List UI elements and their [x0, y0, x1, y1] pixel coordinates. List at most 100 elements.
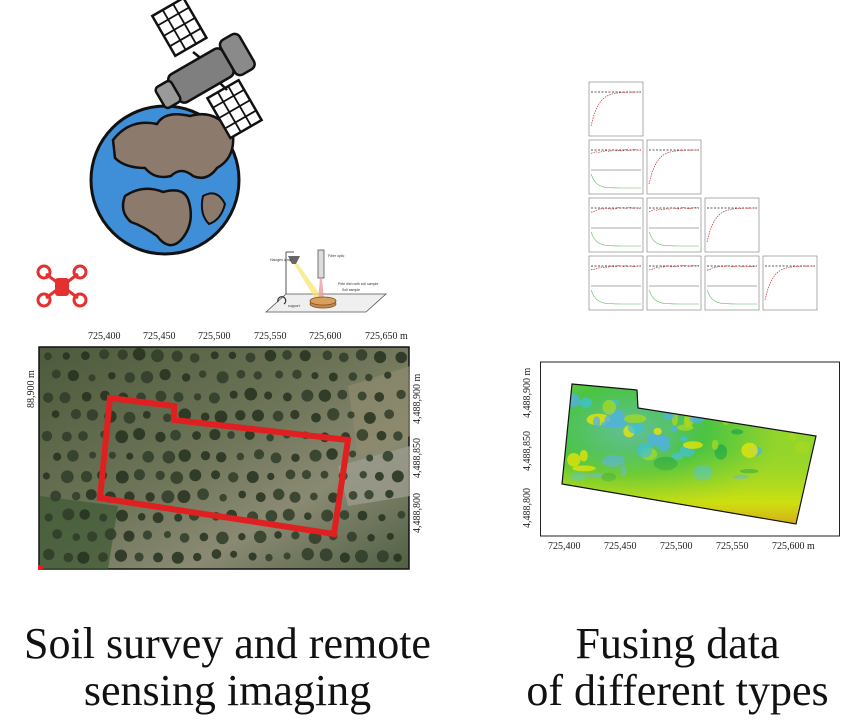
tree	[142, 530, 153, 540]
tree	[395, 351, 407, 364]
tree	[70, 409, 82, 420]
tree	[77, 551, 90, 564]
tree	[384, 371, 392, 379]
fused-blob	[781, 426, 805, 431]
tree	[236, 452, 245, 461]
fused-blob	[775, 411, 791, 424]
tree	[104, 528, 117, 540]
matrix-panel	[588, 81, 644, 137]
tree	[43, 392, 54, 403]
tree	[289, 491, 301, 503]
tree	[43, 548, 55, 561]
tree	[246, 470, 259, 484]
fused-blob	[662, 412, 675, 420]
tree	[171, 350, 183, 362]
tree	[117, 349, 128, 360]
tree	[152, 512, 164, 524]
matrix-panel	[588, 139, 644, 195]
fused-blob	[653, 427, 662, 436]
tree	[208, 392, 220, 404]
fused-blob	[788, 431, 797, 442]
fused-map	[540, 361, 840, 537]
tree	[357, 391, 367, 401]
spectro-label: support	[288, 304, 300, 308]
tree	[163, 413, 172, 423]
tree	[50, 490, 62, 502]
tree	[78, 431, 88, 441]
tree	[235, 410, 246, 421]
fused-blob	[658, 435, 671, 452]
tree	[285, 469, 296, 480]
tree	[89, 451, 97, 459]
tree	[216, 371, 229, 384]
fused-blob	[762, 406, 770, 421]
fused-y-tick: 4,488,800	[522, 488, 533, 528]
tree	[209, 429, 221, 441]
tree	[211, 470, 221, 480]
tree	[356, 429, 369, 441]
fused-blob	[737, 398, 756, 404]
tree	[384, 409, 395, 420]
tree	[365, 373, 373, 382]
tree	[179, 533, 190, 543]
tree	[396, 389, 406, 400]
tree	[140, 370, 154, 384]
tree	[62, 508, 75, 521]
tree	[155, 390, 167, 402]
tree	[311, 372, 319, 380]
tree	[62, 352, 71, 360]
matrix-panel	[588, 255, 644, 311]
fused-blob	[680, 436, 688, 442]
tree	[290, 409, 300, 420]
tree	[72, 533, 81, 541]
tree	[197, 488, 209, 501]
fused-blob	[711, 439, 719, 451]
tree	[85, 489, 97, 500]
tree	[327, 408, 340, 421]
tree	[41, 430, 53, 442]
tree	[193, 552, 202, 562]
tree	[357, 510, 368, 521]
fused-blob	[593, 416, 601, 428]
earth-icon	[89, 104, 241, 256]
fused-blob	[784, 410, 796, 417]
tree	[282, 350, 292, 360]
map-x-tick: 725,450	[143, 331, 176, 342]
fused-blob	[566, 393, 581, 408]
matrix-panel	[646, 197, 702, 253]
tree	[265, 553, 273, 562]
tree	[80, 471, 93, 483]
tree	[244, 387, 258, 401]
fused-x-tick: 725,550	[716, 541, 749, 552]
fused-x-tick: 725,500	[660, 541, 693, 552]
tree	[291, 531, 300, 540]
caption-right: Fusing data of different types	[505, 620, 850, 714]
fused-blob	[783, 406, 800, 418]
fused-blob	[623, 414, 647, 424]
tree	[44, 352, 52, 361]
tree	[385, 489, 394, 499]
fused-blob	[670, 425, 677, 433]
tree	[270, 452, 282, 464]
tree	[115, 470, 129, 484]
caption-right-line2: of different types	[526, 666, 829, 715]
tree	[87, 531, 98, 542]
tree	[272, 410, 284, 422]
tree	[230, 550, 238, 558]
matrix-panel	[646, 255, 702, 311]
fused-blob	[730, 429, 744, 435]
fused-blob	[798, 403, 816, 417]
caption-left: Soil survey and remote sensing imaging	[0, 620, 455, 714]
map-x-tick: 725,400	[88, 331, 121, 342]
tree	[348, 372, 358, 381]
tree	[255, 492, 266, 503]
tree	[374, 471, 384, 481]
tree	[376, 550, 389, 563]
tree	[236, 369, 246, 379]
satellite-icon	[150, 0, 264, 140]
tree	[63, 552, 74, 563]
tree	[253, 371, 262, 380]
correlation-matrix-figure	[588, 81, 818, 311]
tree	[227, 431, 235, 439]
tree	[137, 512, 146, 521]
